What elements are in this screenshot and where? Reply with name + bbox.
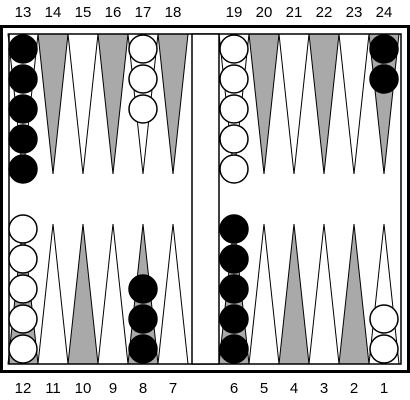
white-checker[interactable] <box>219 124 249 154</box>
white-checker[interactable] <box>369 304 399 334</box>
point-label-bottom: 1 <box>380 380 388 397</box>
point-5[interactable] <box>248 223 280 365</box>
point-18[interactable] <box>157 33 189 175</box>
black-checker[interactable] <box>8 34 38 64</box>
point-22[interactable] <box>308 33 340 175</box>
white-checker[interactable] <box>219 64 249 94</box>
white-checker[interactable] <box>8 244 38 274</box>
point-label-bottom: 3 <box>320 380 328 397</box>
point-label-bottom: 7 <box>169 380 177 397</box>
point-label-bottom: 11 <box>45 380 61 397</box>
point-label-top: 20 <box>256 4 273 21</box>
point-label-top: 24 <box>376 4 393 21</box>
point-15[interactable] <box>67 33 99 175</box>
point-label-bottom: 12 <box>15 380 32 397</box>
point-label-bottom: 2 <box>350 380 358 397</box>
point-14[interactable] <box>37 33 69 175</box>
black-checker[interactable] <box>369 34 399 64</box>
point-label-top: 23 <box>346 4 363 21</box>
white-checker[interactable] <box>8 304 38 334</box>
white-checker[interactable] <box>128 94 158 124</box>
white-checker[interactable] <box>219 94 249 124</box>
black-checker[interactable] <box>8 154 38 184</box>
white-checker[interactable] <box>219 154 249 184</box>
point-label-bottom: 10 <box>75 380 92 397</box>
black-checker[interactable] <box>8 94 38 124</box>
black-checker[interactable] <box>128 334 158 364</box>
black-checker[interactable] <box>219 334 249 364</box>
checkers <box>8 34 399 364</box>
black-checker[interactable] <box>8 64 38 94</box>
black-checker[interactable] <box>128 304 158 334</box>
black-checker[interactable] <box>219 244 249 274</box>
black-checker[interactable] <box>219 304 249 334</box>
point-label-top: 22 <box>316 4 333 21</box>
point-label-top: 16 <box>105 4 122 21</box>
white-checker[interactable] <box>219 34 249 64</box>
white-checker[interactable] <box>8 214 38 244</box>
point-23[interactable] <box>338 33 370 175</box>
point-2[interactable] <box>338 223 370 365</box>
black-checker[interactable] <box>219 214 249 244</box>
black-checker[interactable] <box>369 64 399 94</box>
point-21[interactable] <box>278 33 310 175</box>
point-20[interactable] <box>248 33 280 175</box>
point-label-top: 17 <box>135 4 152 21</box>
point-label-top: 15 <box>75 4 92 21</box>
white-checker[interactable] <box>8 334 38 364</box>
point-label-bottom: 6 <box>230 380 238 397</box>
white-checker[interactable] <box>128 34 158 64</box>
point-9[interactable] <box>97 223 129 365</box>
point-label-bottom: 9 <box>109 380 117 397</box>
black-checker[interactable] <box>128 274 158 304</box>
point-16[interactable] <box>97 33 129 175</box>
point-label-top: 21 <box>286 4 303 21</box>
point-10[interactable] <box>67 223 99 365</box>
point-11[interactable] <box>37 223 69 365</box>
point-label-bottom: 5 <box>260 380 268 397</box>
white-checker[interactable] <box>8 274 38 304</box>
black-checker[interactable] <box>8 124 38 154</box>
white-checker[interactable] <box>369 334 399 364</box>
point-label-top: 18 <box>165 4 182 21</box>
point-label-top: 13 <box>15 4 32 21</box>
center-bar <box>191 33 220 365</box>
point-7[interactable] <box>157 223 189 365</box>
black-checker[interactable] <box>219 274 249 304</box>
white-checker[interactable] <box>128 64 158 94</box>
point-label-bottom: 8 <box>139 380 147 397</box>
point-3[interactable] <box>308 223 340 365</box>
point-label-top: 19 <box>226 4 243 21</box>
point-labels: 13 12 14 11 15 10 16 9 17 8 18 7 19 6 20 5 21 4 22 3 23 2 24 1 <box>15 4 393 397</box>
point-label-top: 14 <box>45 4 62 21</box>
point-label-bottom: 4 <box>290 380 298 397</box>
board-frame-outer <box>0 25 410 373</box>
point-4[interactable] <box>278 223 310 365</box>
